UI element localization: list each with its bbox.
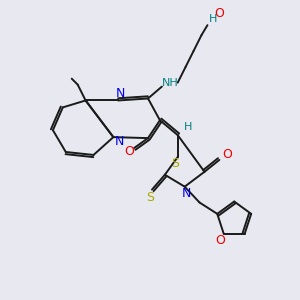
Text: S: S [146,191,154,204]
Text: N: N [115,135,124,148]
Text: S: S [171,158,179,170]
Text: H: H [209,14,218,24]
Text: O: O [215,234,225,247]
Text: O: O [214,7,224,20]
Text: O: O [222,148,232,161]
Text: O: O [124,146,134,158]
Text: N: N [182,187,191,200]
Text: NH: NH [161,78,178,88]
Text: N: N [116,87,125,100]
Text: H: H [184,122,192,132]
